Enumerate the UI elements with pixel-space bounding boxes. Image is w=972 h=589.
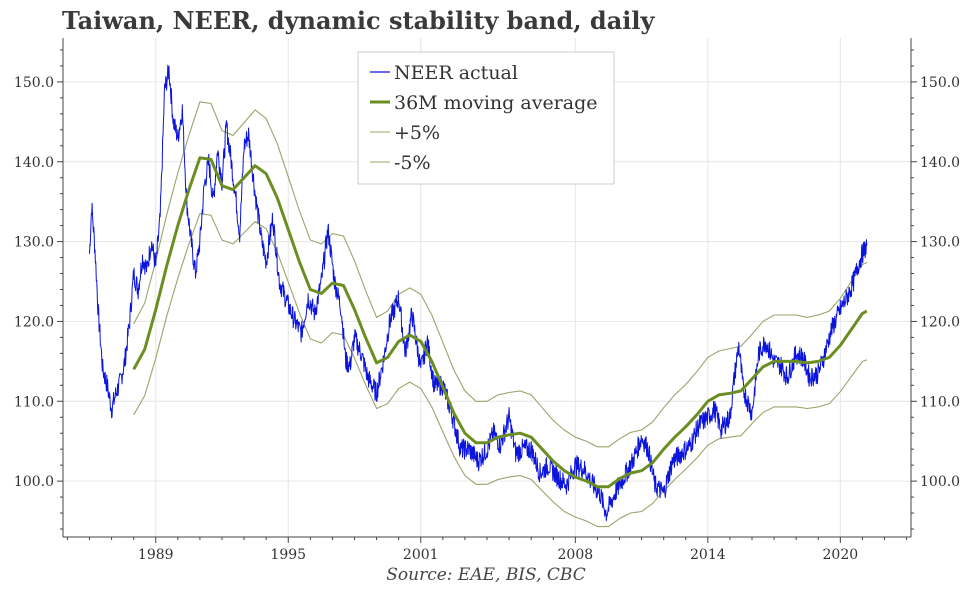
y-tick-label-left: 120.0 [14, 314, 54, 330]
legend-label: +5% [394, 122, 440, 144]
legend-label: NEER actual [394, 62, 518, 84]
x-tick-label: 2020 [823, 547, 859, 563]
y-tick-label-right: 100.0 [920, 474, 960, 490]
y-tick-label-right: 140.0 [920, 155, 960, 171]
moving-average-line [132, 156, 868, 489]
x-tick-label: 1989 [138, 547, 174, 563]
legend: NEER actual 36M moving average +5% -5% [357, 51, 615, 185]
y-tick-label-left: 130.0 [14, 235, 54, 251]
y-tick-label-left: 140.0 [14, 155, 54, 171]
band-lines [133, 101, 868, 528]
legend-box [357, 51, 615, 185]
legend-label: -5% [394, 152, 431, 174]
lower-band-line [133, 212, 867, 528]
y-tick-label-right: 150.0 [920, 75, 960, 91]
y-tick-label-left: 150.0 [14, 75, 54, 91]
ma-line-group [132, 156, 868, 489]
x-tick-label: 1995 [270, 547, 306, 563]
y-tick-label-left: 110.0 [14, 394, 54, 410]
x-tick-label: 2014 [690, 547, 726, 563]
actual-line-group [89, 64, 868, 522]
y-tick-label-right: 130.0 [920, 235, 960, 251]
chart-title: Taiwan, NEER, dynamic stability band, da… [62, 6, 655, 35]
y-tick-label-left: 100.0 [14, 474, 54, 490]
axes: 100.0 100.0 110.0 110.0 120.0 120.0 130.0 130.0… [14, 38, 960, 563]
upper-band-line [133, 101, 868, 448]
source-note: Source: EAE, BIS, CBC [386, 565, 586, 585]
x-tick-label: 2008 [558, 547, 594, 563]
neer-actual-line [89, 64, 868, 522]
y-tick-label-right: 120.0 [920, 314, 960, 330]
y-tick-label-right: 110.0 [920, 394, 960, 410]
x-tick-label: 2001 [403, 547, 439, 563]
legend-label: 36M moving average [394, 92, 598, 114]
